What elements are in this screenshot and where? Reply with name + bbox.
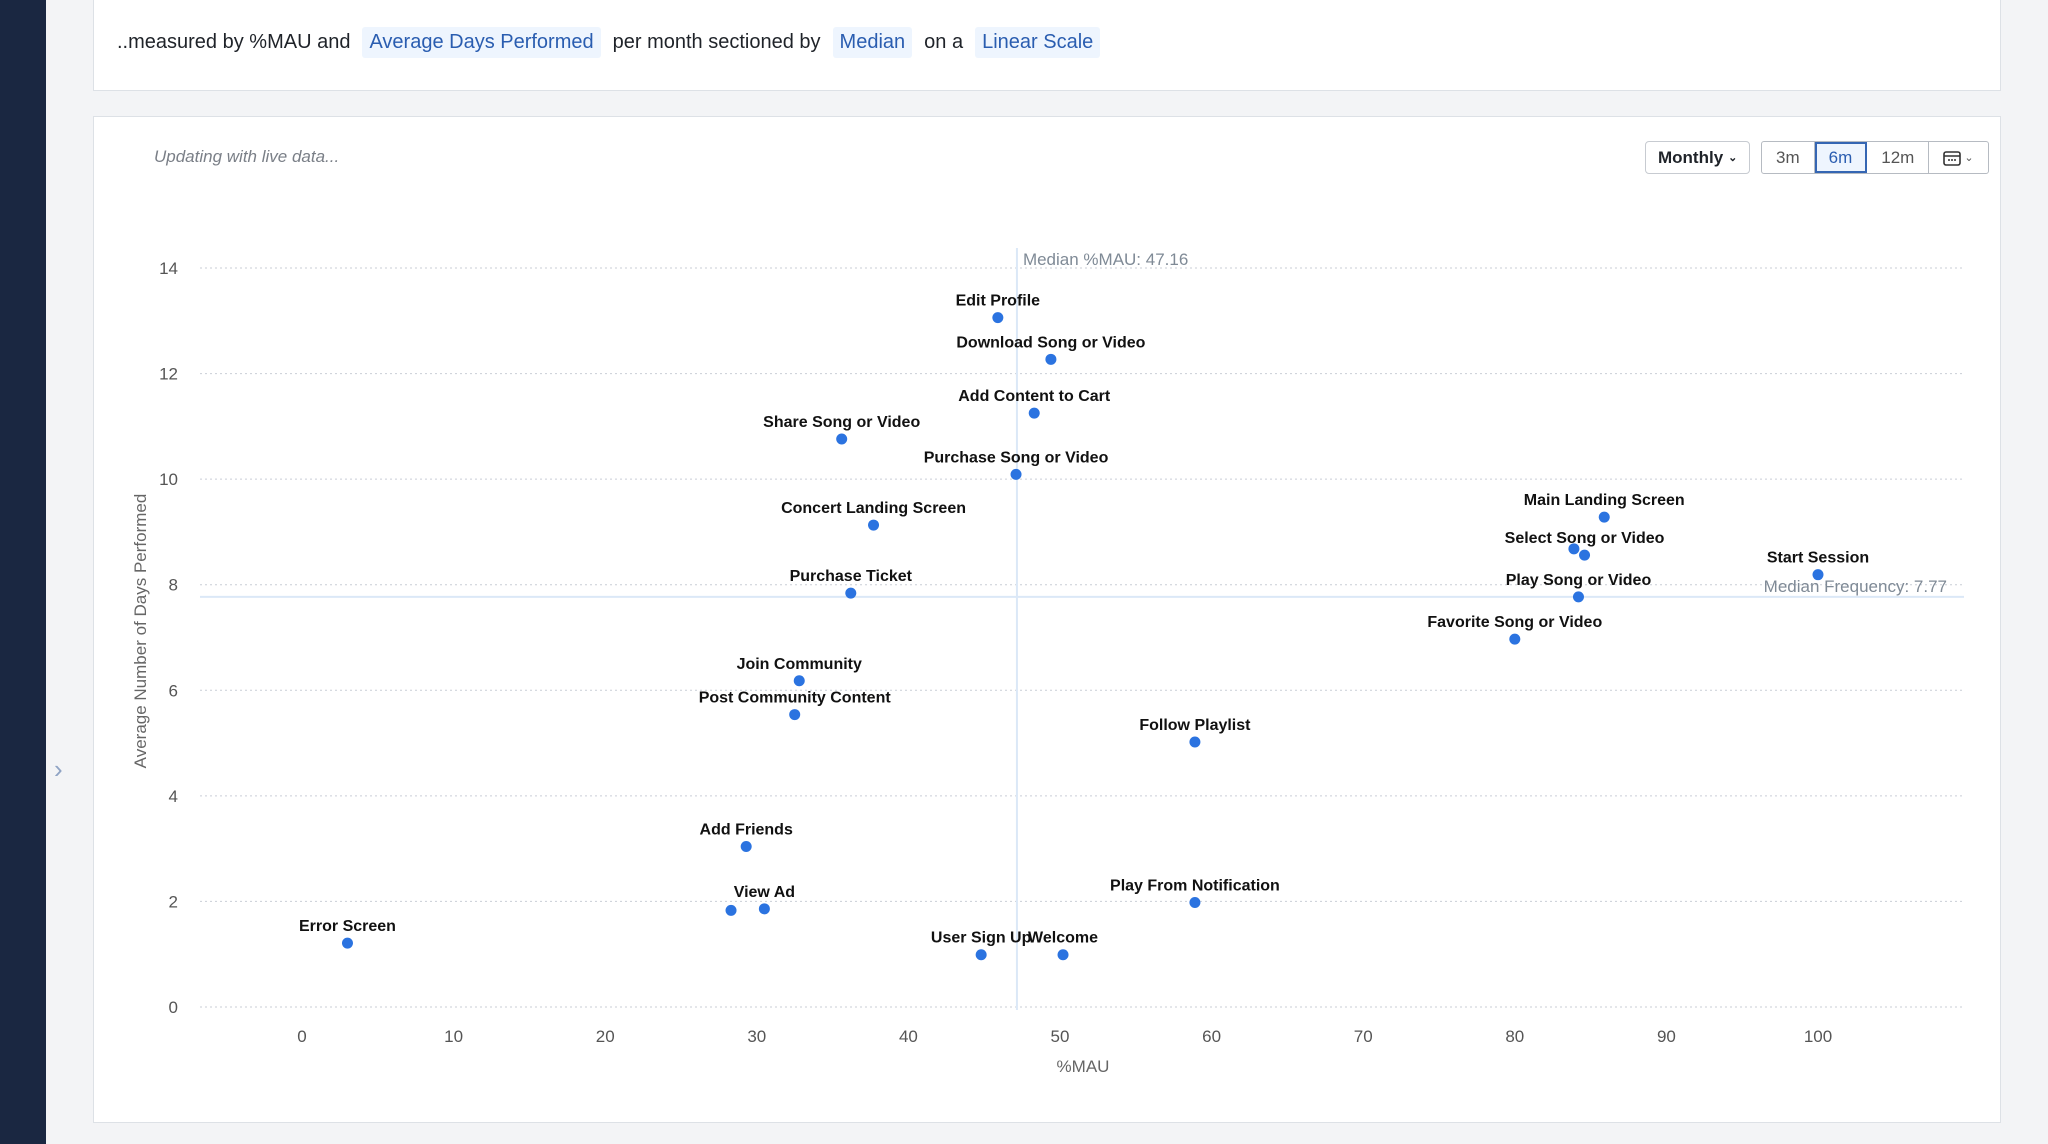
data-point[interactable] [1189,736,1201,748]
data-point[interactable] [1010,468,1022,480]
y-tick-label: 2 [169,892,178,911]
median-y-label: Median Frequency: 7.77 [1764,577,1947,596]
point-label: Add Content to Cart [958,388,1111,405]
point-label: Join Community [737,656,862,673]
scale-chip[interactable]: Linear Scale [975,27,1101,58]
point-label: Purchase Ticket [790,568,913,585]
data-point[interactable] [1598,511,1610,523]
data-point[interactable] [1509,633,1521,645]
data-point[interactable] [845,587,857,599]
range-3m[interactable]: 3m [1762,142,1815,173]
section-chip[interactable]: Median [832,27,913,58]
data-point[interactable] [1028,407,1040,419]
range-selector: 3m 6m 12m ⌄ [1761,141,1989,174]
y-tick-label: 4 [169,787,178,806]
data-point[interactable] [868,519,880,531]
data-point[interactable] [1057,949,1069,961]
y-tick-label: 12 [159,365,178,384]
interval-dropdown[interactable]: Monthly ⌄ [1645,141,1751,174]
point-label: Play Song or Video [1506,572,1652,589]
point-label: User Sign Up [931,930,1032,947]
y-tick-label: 0 [169,998,178,1017]
point-label: Select Song or Video [1505,530,1665,547]
x-tick-label: 10 [444,1027,463,1046]
range-12m[interactable]: 12m [1867,142,1930,173]
sidebar [0,0,46,1144]
point-label: Follow Playlist [1139,717,1251,734]
chart-card: Updating with live data... Monthly ⌄ 3m 6… [93,116,2001,1123]
point-label: Play From Notification [1110,877,1280,894]
x-tick-label: 0 [297,1027,306,1046]
x-tick-label: 90 [1657,1027,1676,1046]
data-point[interactable] [992,312,1004,324]
x-tick-label: 80 [1505,1027,1524,1046]
chevron-down-icon: ⌄ [1964,152,1974,164]
data-point[interactable] [725,904,737,916]
data-point[interactable] [341,937,353,949]
x-tick-label: 60 [1202,1027,1221,1046]
data-point[interactable] [1572,591,1584,603]
point-label: Add Friends [700,822,793,839]
chevron-down-icon: ⌄ [1728,152,1738,164]
x-tick-label: 20 [596,1027,615,1046]
point-label: Start Session [1767,550,1869,567]
data-point[interactable] [789,709,801,721]
x-axis-label: %MAU [1057,1057,1110,1076]
y-tick-label: 14 [159,259,178,278]
expand-chevron-icon[interactable]: › [54,754,63,784]
x-tick-label: 40 [899,1027,918,1046]
x-tick-label: 100 [1804,1027,1832,1046]
data-point[interactable] [1045,353,1057,365]
sentence-on-a: on a [924,31,964,53]
point-label: Main Landing Screen [1524,492,1685,509]
point-label: Edit Profile [956,293,1041,310]
point-label: Welcome [1028,930,1098,947]
y-axis-label: Average Number of Days Performed [131,494,150,769]
range-6m[interactable]: 6m [1814,142,1868,173]
y-tick-label: 6 [169,681,178,700]
metric-chip[interactable]: Average Days Performed [362,27,601,58]
data-point[interactable] [793,675,805,687]
sentence-prefix: ..measured by %MAU and [117,31,351,53]
sentence-mid: per month sectioned by [612,31,821,53]
point-label: Share Song or Video [763,414,920,431]
query-summary-card: ..measured by %MAU and Average Days Perf… [93,0,2001,91]
data-point[interactable] [975,949,987,961]
data-point[interactable] [1579,549,1591,561]
data-point[interactable] [1189,896,1201,908]
date-picker-button[interactable]: ⌄ [1929,142,1987,173]
live-status: Updating with live data... [154,147,340,166]
query-sentence: ..measured by %MAU and Average Days Perf… [117,27,1101,58]
data-point[interactable] [1812,569,1824,581]
median-x-label: Median %MAU: 47.16 [1023,250,1188,269]
y-tick-label: 8 [169,576,178,595]
data-point[interactable] [1568,543,1580,555]
interval-label: Monthly [1658,147,1724,167]
y-tick-label: 10 [159,470,178,489]
x-tick-label: 70 [1354,1027,1373,1046]
x-tick-label: 30 [747,1027,766,1046]
point-label: Error Screen [299,918,396,935]
calendar-icon [1943,150,1962,166]
point-label: Concert Landing Screen [781,500,966,517]
point-label: Purchase Song or Video [924,449,1109,466]
point-label: Post Community Content [699,690,892,707]
point-label: Download Song or Video [956,334,1145,351]
point-label: View Ad [734,884,795,901]
data-point[interactable] [758,903,770,915]
data-point[interactable] [740,841,752,853]
point-label: Favorite Song or Video [1427,614,1602,631]
x-tick-label: 50 [1051,1027,1070,1046]
data-point[interactable] [836,433,848,445]
